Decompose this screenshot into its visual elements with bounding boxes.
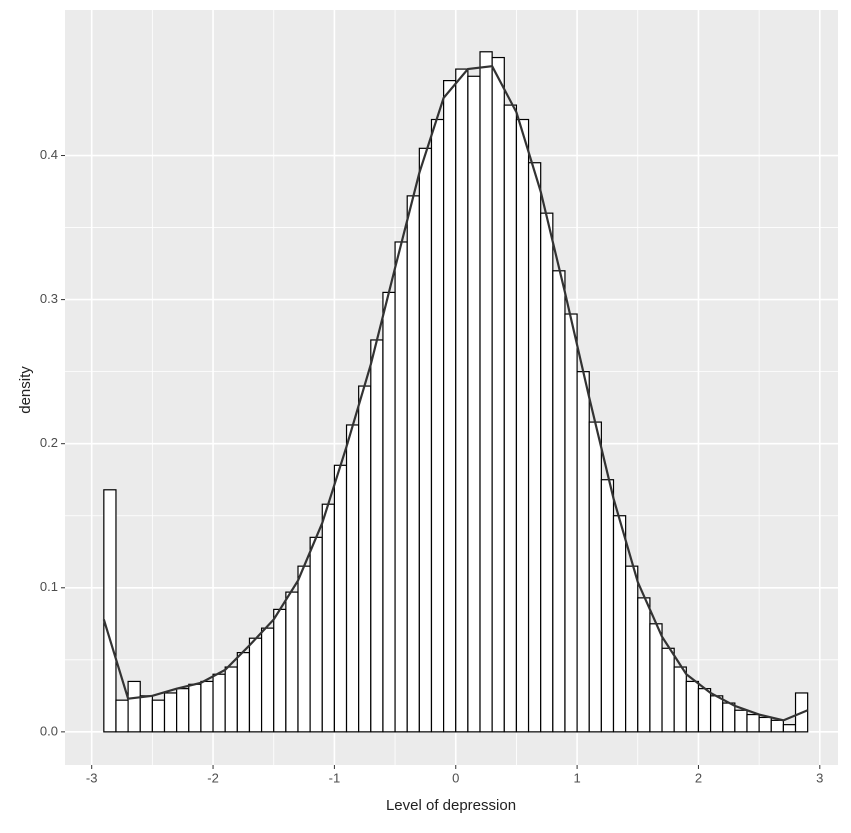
bar xyxy=(151,699,166,733)
bar xyxy=(273,608,287,733)
bar xyxy=(576,371,590,733)
bar xyxy=(127,680,141,733)
bar xyxy=(394,241,408,733)
bar xyxy=(321,503,335,733)
bar xyxy=(503,104,518,733)
bar xyxy=(697,688,712,733)
bar xyxy=(552,270,566,733)
bar xyxy=(673,666,687,733)
y-tick-label: 0.2 xyxy=(40,435,58,450)
bar xyxy=(139,695,153,733)
bar xyxy=(406,195,420,733)
bar xyxy=(333,464,348,733)
bar xyxy=(418,147,433,733)
bar xyxy=(661,647,675,733)
bar xyxy=(236,652,251,733)
bar xyxy=(564,313,578,733)
bar xyxy=(297,565,311,733)
bar xyxy=(358,385,372,733)
bar xyxy=(309,536,323,733)
bar xyxy=(248,637,263,733)
x-tick-label: 1 xyxy=(573,770,580,785)
y-tick-label: 0.1 xyxy=(40,579,58,594)
bar xyxy=(370,339,384,733)
bar xyxy=(103,489,117,733)
bar xyxy=(188,683,202,733)
x-tick-label: 0 xyxy=(452,770,459,785)
y-tick-label: 0.4 xyxy=(40,147,58,162)
bar xyxy=(515,118,530,733)
bar xyxy=(467,75,481,733)
bar xyxy=(345,424,360,733)
bar xyxy=(285,591,299,733)
y-tick-label: 0.3 xyxy=(40,291,58,306)
bar xyxy=(734,709,748,733)
x-axis-title: Level of depression xyxy=(386,797,516,814)
bar xyxy=(479,51,493,733)
bar xyxy=(200,680,214,733)
bar xyxy=(382,291,396,733)
bar xyxy=(491,56,505,733)
bar xyxy=(115,699,129,733)
bar xyxy=(212,673,226,733)
bar xyxy=(455,68,469,733)
bar xyxy=(260,627,275,733)
bar xyxy=(430,118,445,733)
x-tick-label: -2 xyxy=(207,770,219,785)
bar xyxy=(625,565,639,733)
bar xyxy=(600,479,615,733)
x-tick-label: -1 xyxy=(329,770,341,785)
bar xyxy=(782,724,797,733)
bar xyxy=(540,212,554,733)
bar xyxy=(770,719,784,733)
bar xyxy=(746,713,760,733)
bar xyxy=(176,688,190,733)
bar xyxy=(709,695,724,733)
bar xyxy=(612,515,627,733)
bar xyxy=(224,666,238,733)
x-tick-label: 3 xyxy=(816,770,823,785)
y-axis-title: density xyxy=(17,366,34,414)
bar xyxy=(443,80,457,733)
density-curve xyxy=(102,65,809,722)
bar xyxy=(685,680,700,733)
x-tick-label: -3 xyxy=(86,770,98,785)
bar xyxy=(163,692,178,733)
bar xyxy=(758,716,772,733)
bar xyxy=(588,421,602,733)
bar xyxy=(527,162,542,733)
bar xyxy=(637,597,651,733)
bar xyxy=(649,623,663,733)
x-tick-label: 2 xyxy=(695,770,702,785)
y-tick-label: 0.0 xyxy=(40,723,58,738)
bar xyxy=(722,702,736,733)
